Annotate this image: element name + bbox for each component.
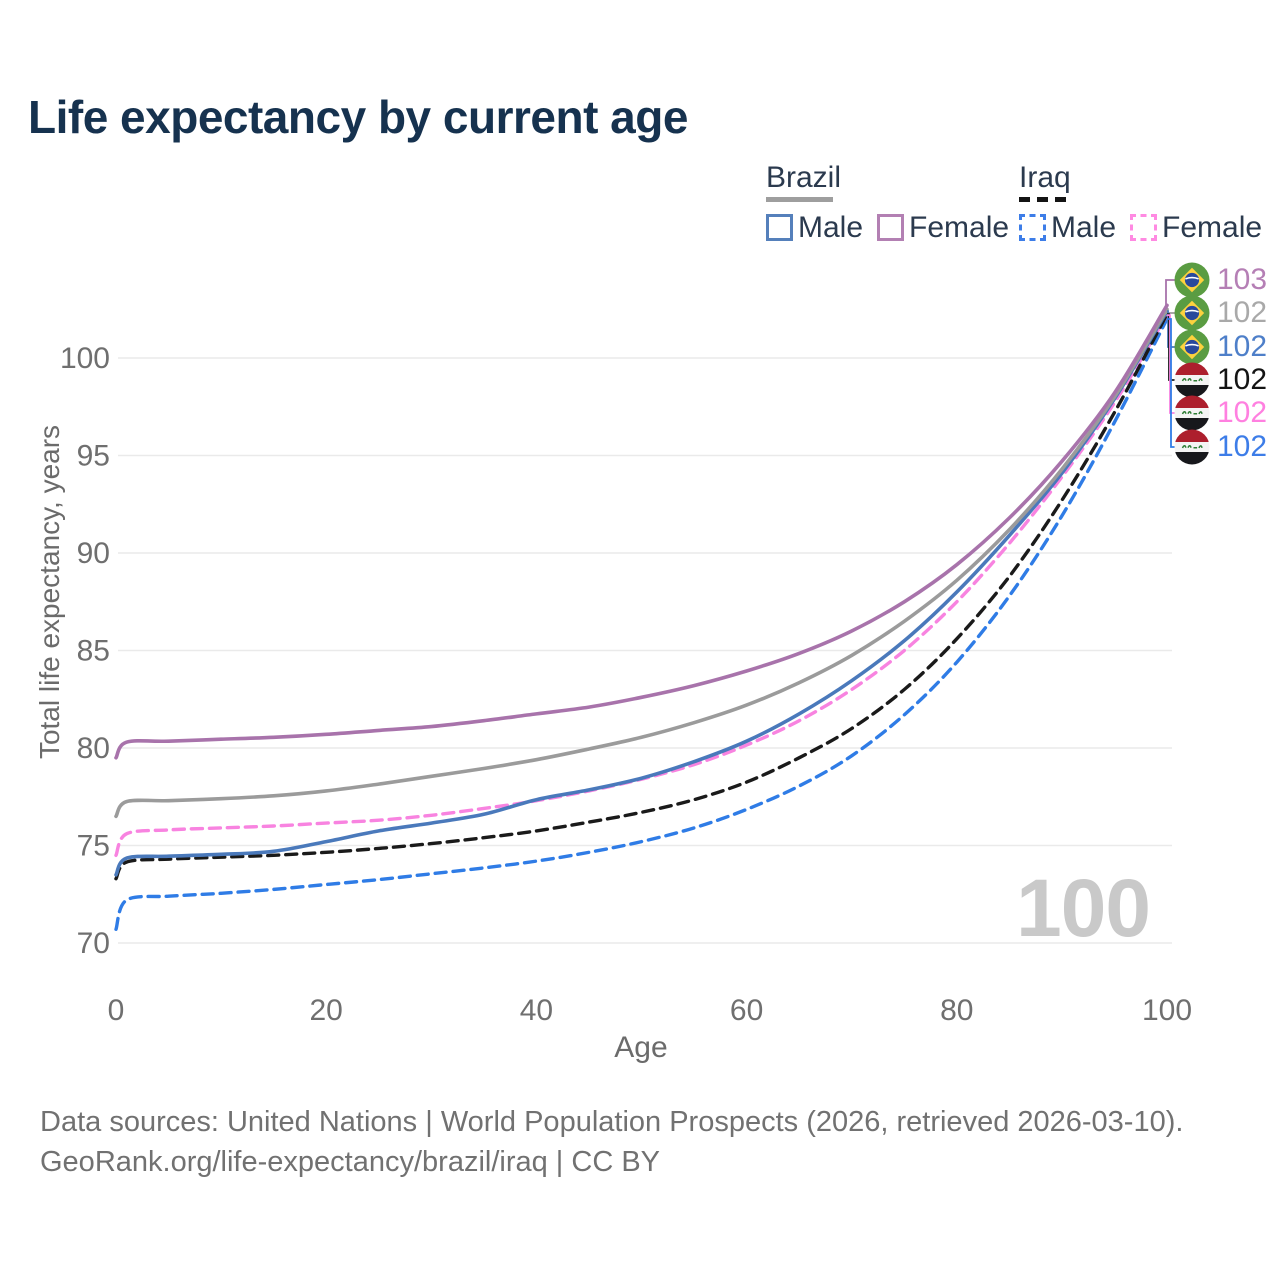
y-tick-label: 100	[60, 342, 110, 375]
legend-group-iraq: Iraq Male Female	[1019, 162, 1262, 245]
end-label-iraq-female: 102	[1174, 395, 1267, 431]
series-line-iraq-female	[114, 313, 1169, 857]
leader-line-brazil-male	[1167, 310, 1177, 348]
legend-item-iraq-female[interactable]: Female	[1130, 211, 1262, 245]
legend-item-brazil-male[interactable]: Male	[766, 211, 863, 245]
y-tick-label: 70	[77, 927, 110, 960]
iraq-flag-icon	[1174, 429, 1210, 465]
x-tick-label: 20	[310, 994, 343, 1027]
legend-label: Male	[798, 210, 864, 244]
end-label-brazil-female: 103	[1174, 262, 1267, 298]
legend-item-iraq-male[interactable]: Male	[1019, 211, 1116, 245]
leader-line-iraq-male	[1167, 318, 1177, 448]
x-tick-label: 40	[520, 994, 553, 1027]
brazil-flag-icon	[1174, 329, 1210, 365]
legend-underline-iraq	[1019, 196, 1067, 202]
iraq-flag-icon	[1174, 395, 1210, 431]
end-value: 102	[1217, 296, 1268, 329]
brazil-female-swatch	[877, 214, 905, 241]
end-label-brazil-male: 102	[1174, 329, 1267, 365]
leader-line-iraq-female	[1167, 314, 1177, 414]
end-label-brazil-all: 102	[1174, 295, 1267, 331]
x-tick-label: 0	[108, 994, 125, 1027]
y-tick-label: 80	[77, 732, 110, 765]
brazil-flag-icon	[1174, 295, 1210, 331]
y-axis-title: Total life expectancy, years	[34, 424, 65, 760]
end-value: 102	[1217, 330, 1268, 363]
y-tick-label: 95	[77, 440, 110, 473]
y-tick-label: 75	[77, 830, 110, 863]
legend-label: Female	[1162, 210, 1263, 244]
series-line-brazil	[114, 307, 1169, 819]
footer-attribution: GeoRank.org/life-expectancy/brazil/iraq …	[40, 1146, 661, 1178]
end-value: 102	[1217, 363, 1268, 396]
leader-line-brazil-female	[1165, 279, 1177, 307]
legend-item-brazil-female[interactable]: Female	[877, 211, 1009, 245]
iraq-male-swatch	[1019, 214, 1046, 241]
age-watermark: 100	[1016, 863, 1151, 954]
x-tick-label: 100	[1142, 994, 1192, 1027]
end-value: 103	[1217, 263, 1268, 296]
series-line-iraq	[114, 312, 1169, 881]
end-value: 102	[1217, 430, 1268, 463]
series-line-brazil-male	[114, 309, 1169, 877]
legend-country-brazil: Brazil	[766, 161, 842, 194]
page-title: Life expectancy by current age	[28, 91, 688, 143]
y-tick-label: 85	[77, 635, 110, 668]
brazil-flag-icon	[1174, 262, 1210, 298]
brazil-male-swatch	[766, 214, 793, 241]
footer-data-sources: Data sources: United Nations | World Pop…	[40, 1106, 1184, 1138]
iraq-flag-icon	[1174, 362, 1210, 398]
end-value: 102	[1217, 396, 1268, 429]
x-tick-label: 80	[940, 994, 973, 1027]
legend-underline-brazil	[766, 196, 833, 202]
end-label-iraq-male: 102	[1174, 429, 1267, 465]
y-tick-label: 90	[77, 537, 110, 570]
x-tick-label: 60	[730, 994, 763, 1027]
leader-line-iraq	[1167, 313, 1177, 381]
series-line-brazil-female	[114, 303, 1169, 760]
legend-country-iraq: Iraq	[1019, 161, 1071, 194]
iraq-female-swatch	[1130, 214, 1158, 241]
x-axis-title: Age	[614, 1031, 667, 1064]
legend-label: Male	[1051, 210, 1117, 244]
legend-group-brazil: Brazil Male Female	[766, 162, 1009, 245]
legend-label: Female	[909, 210, 1010, 244]
end-label-iraq-all: 102	[1174, 362, 1267, 398]
series-line-iraq-male	[114, 317, 1169, 931]
